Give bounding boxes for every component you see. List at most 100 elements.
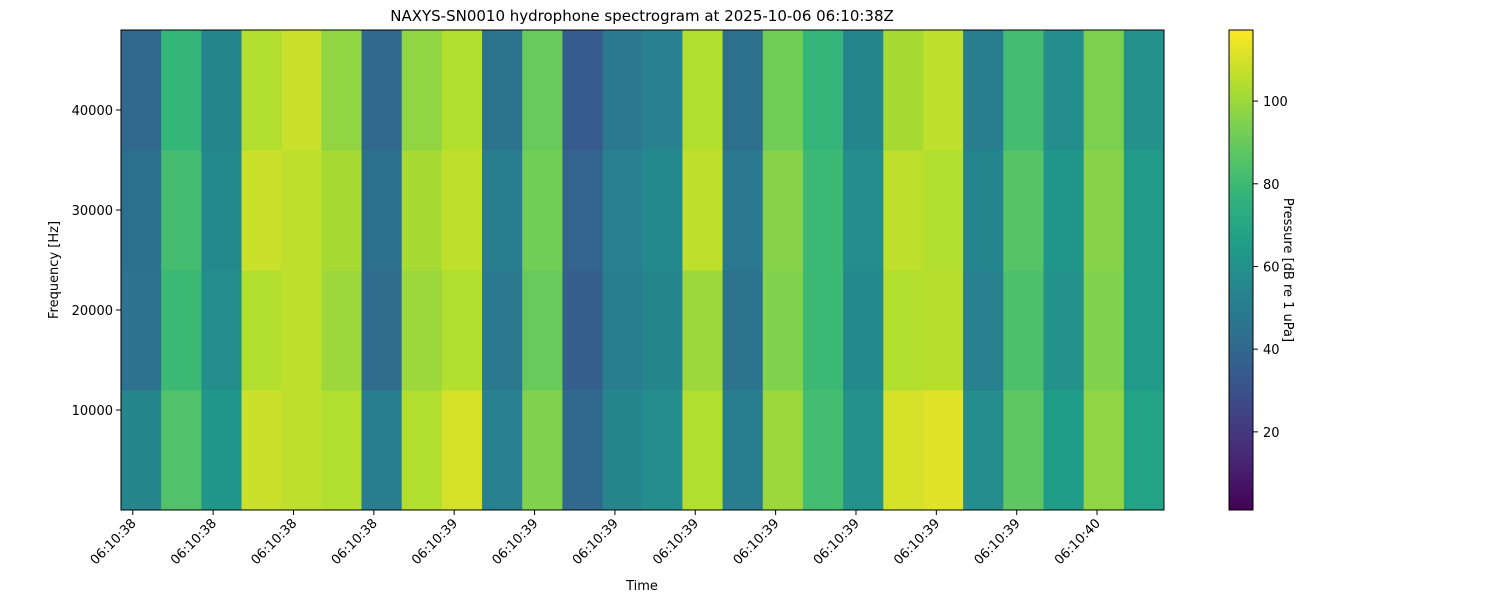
heatmap-cell [682, 150, 724, 271]
heatmap-cell [241, 390, 283, 511]
heatmap-cell [441, 390, 483, 511]
heatmap-cell [281, 150, 322, 271]
colorbar-tick-label: 20 [1263, 426, 1280, 441]
heatmap-cell [883, 150, 924, 271]
heatmap-cell [241, 150, 283, 271]
heatmap-cell [642, 390, 683, 511]
heatmap-cell [682, 390, 724, 511]
heatmap-cell [121, 150, 162, 271]
x-tick-label: 06:10:38 [168, 516, 220, 568]
heatmap-cell [161, 270, 202, 391]
heatmap-cell [1043, 390, 1085, 511]
heatmap-cell [602, 30, 643, 151]
x-tick-label: 06:10:39 [891, 516, 943, 568]
heatmap-cell [883, 270, 924, 391]
plot-frame [120, 29, 1165, 511]
heatmap-cell [602, 390, 643, 511]
colorbar-tick-label: 40 [1263, 343, 1280, 358]
heatmap-cell [281, 390, 322, 511]
heatmap-cell [802, 150, 844, 271]
heatmap-cell [361, 30, 403, 151]
heatmap-cell [161, 30, 202, 151]
heatmap-cell [1123, 30, 1165, 151]
heatmap-cell [883, 30, 924, 151]
heatmap-cell [963, 150, 1004, 271]
heatmap-cell [963, 270, 1004, 391]
heatmap-cell [762, 390, 804, 511]
heatmap-cell [241, 30, 283, 151]
heatmap-cell [361, 390, 403, 511]
heatmap-cell [843, 30, 884, 151]
heatmap-cell [201, 30, 243, 151]
heatmap-cell [1083, 390, 1125, 511]
x-tick-label: 06:10:39 [570, 516, 622, 568]
heatmap-cell [361, 270, 403, 391]
heatmap-cell [722, 390, 764, 511]
heatmap-cell [1083, 270, 1125, 391]
x-tick-label: 06:10:39 [489, 516, 541, 568]
heatmap-cell [843, 150, 884, 271]
heatmap-cell [602, 150, 643, 271]
heatmap-cell [883, 390, 924, 511]
heatmap-cell [762, 270, 804, 391]
heatmap-cell [562, 30, 604, 151]
heatmap-cell [121, 270, 162, 391]
y-tick-label: 20000 [72, 304, 113, 319]
heatmap-cell [642, 270, 683, 391]
x-tick-label: 06:10:39 [650, 516, 702, 568]
x-tick-label: 06:10:38 [329, 516, 381, 568]
heatmap-cell [923, 30, 964, 151]
heatmap-cell [441, 150, 483, 271]
heatmap-cell [401, 30, 443, 151]
x-axis-label: Time [625, 579, 658, 594]
heatmap-cell [923, 150, 964, 271]
heatmap-cell [482, 270, 523, 391]
heatmap-cell [642, 150, 683, 271]
heatmap-cell [762, 150, 804, 271]
x-tick-label: 06:10:39 [409, 516, 461, 568]
heatmap-cell [722, 150, 764, 271]
heatmap-cell [843, 390, 884, 511]
heatmap-cell [923, 390, 964, 511]
y-tick-label: 40000 [72, 104, 113, 119]
heatmap-cell [281, 270, 322, 391]
heatmap-cell [1123, 270, 1165, 391]
x-tick-label: 06:10:38 [248, 516, 300, 568]
heatmap-cell [1003, 30, 1044, 151]
y-tick-label: 10000 [72, 404, 113, 419]
heatmap-cell [963, 390, 1004, 511]
heatmap-cell [161, 390, 202, 511]
heatmap-cell [321, 150, 363, 271]
y-axis-label: Frequency [Hz] [47, 221, 62, 319]
x-tick-label: 06:10:39 [811, 516, 863, 568]
heatmap-cell [562, 390, 604, 511]
x-tick-label: 06:10:39 [731, 516, 783, 568]
heatmap-cell [201, 270, 243, 391]
x-tick-label: 06:10:40 [1052, 516, 1104, 568]
heatmap-cell [963, 30, 1004, 151]
heatmap-cell [201, 150, 243, 271]
heatmap-cell [321, 390, 363, 511]
heatmap-cell [121, 390, 162, 511]
heatmap-cell [562, 270, 604, 391]
heatmap-cell [281, 30, 322, 151]
heatmap-cell [482, 150, 523, 271]
heatmap-cell [1083, 30, 1125, 151]
heatmap-cell [522, 30, 563, 151]
heatmap-cell [522, 390, 563, 511]
heatmap-cell [401, 390, 443, 511]
heatmap-cell [1123, 390, 1165, 511]
heatmap-cell [802, 30, 844, 151]
heatmap-cell [1043, 150, 1085, 271]
heatmap-cell [722, 270, 764, 391]
heatmap-cell [241, 270, 283, 391]
heatmap-cell [1083, 150, 1125, 271]
x-tick-label: 06:10:38 [88, 516, 140, 568]
heatmap-cell [802, 270, 844, 391]
heatmap-cell [522, 150, 563, 271]
heatmap-cell [201, 390, 243, 511]
heatmap-cell [602, 270, 643, 391]
colorbar-label: Pressure [dB re 1 uPa] [1280, 198, 1295, 342]
heatmap-cell [401, 270, 443, 391]
